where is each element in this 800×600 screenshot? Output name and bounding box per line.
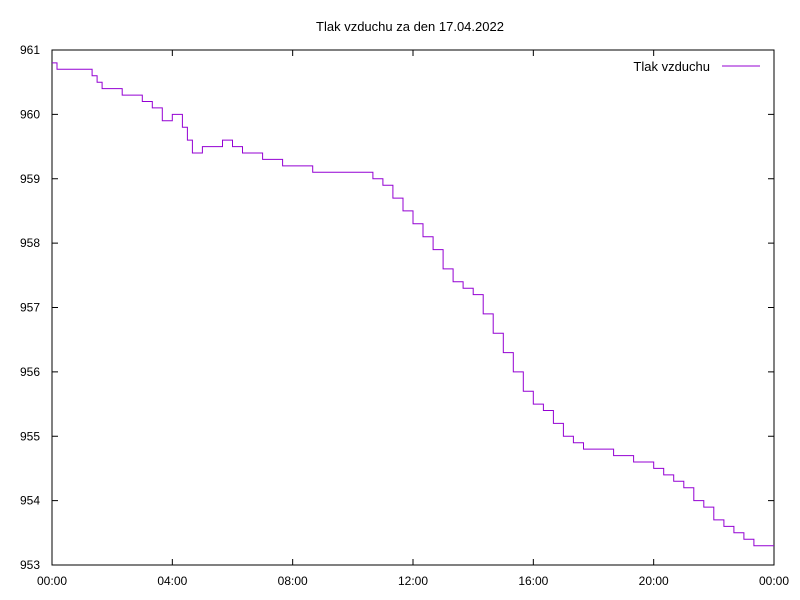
x-tick-label: 04:00 <box>157 574 187 588</box>
x-axis: 00:00 04:00 08:00 12:00 16:00 20:00 00:00 <box>37 50 789 588</box>
x-tick-label: 20:00 <box>639 574 669 588</box>
legend-label: Tlak vzduchu <box>633 59 710 74</box>
y-tick-label: 953 <box>20 558 40 572</box>
x-tick-label: 12:00 <box>398 574 428 588</box>
series-layer <box>52 62 774 547</box>
y-tick-label: 955 <box>20 429 40 443</box>
y-tick-label: 956 <box>20 365 40 379</box>
y-tick-label: 961 <box>20 43 40 57</box>
plot-frame <box>51 49 775 566</box>
chart-title: Tlak vzduchu za den 17.04.2022 <box>316 19 504 34</box>
x-tick-label: 00:00 <box>759 574 789 588</box>
y-tick-label: 959 <box>20 172 40 186</box>
x-tick-label: 16:00 <box>518 574 548 588</box>
series-line-tlak-vzduchu <box>52 62 774 547</box>
y-tick-label: 957 <box>20 301 40 315</box>
y-tick-label: 960 <box>20 107 40 121</box>
y-tick-label: 958 <box>20 236 40 250</box>
y-axis: 953 954 955 956 957 958 959 960 961 <box>20 43 774 572</box>
x-tick-label: 00:00 <box>37 574 67 588</box>
x-tick-label: 08:00 <box>278 574 308 588</box>
y-tick-label: 954 <box>20 494 40 508</box>
legend: Tlak vzduchu <box>633 59 760 74</box>
